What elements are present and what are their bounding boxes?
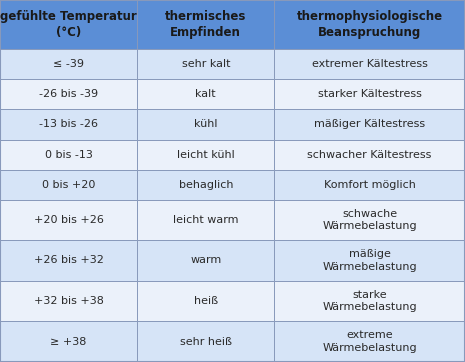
Text: 0 bis -13: 0 bis -13 [45, 150, 93, 160]
Bar [0, 169, 137, 199]
Bar [274, 50, 465, 80]
Bar [274, 0, 465, 50]
Text: mäßiger Kältestress: mäßiger Kältestress [314, 119, 425, 130]
Bar [274, 321, 465, 362]
Bar [0, 50, 137, 80]
Text: sehr kalt: sehr kalt [181, 59, 230, 70]
Bar [137, 240, 274, 281]
Text: leicht kühl: leicht kühl [177, 150, 235, 160]
Bar [0, 109, 137, 139]
Text: ≤ -39: ≤ -39 [53, 59, 84, 70]
Bar [0, 139, 137, 169]
Text: ≥ +38: ≥ +38 [50, 337, 87, 347]
Text: starke
Wärmebelastung: starke Wärmebelastung [322, 290, 417, 312]
Bar [137, 139, 274, 169]
Bar [274, 80, 465, 109]
Text: behaglich: behaglich [179, 180, 233, 190]
Bar [274, 139, 465, 169]
Bar [137, 169, 274, 199]
Bar [274, 240, 465, 281]
Text: kühl: kühl [194, 119, 218, 130]
Text: thermisches
Empfinden: thermisches Empfinden [165, 10, 246, 39]
Bar [274, 281, 465, 321]
Text: extremer Kältestress: extremer Kältestress [312, 59, 428, 70]
Bar [0, 240, 137, 281]
Text: -13 bis -26: -13 bis -26 [39, 119, 98, 130]
Text: kalt: kalt [195, 89, 216, 100]
Bar [0, 281, 137, 321]
Text: Komfort möglich: Komfort möglich [324, 180, 416, 190]
Text: starker Kältestress: starker Kältestress [318, 89, 422, 100]
Text: heiß: heiß [194, 296, 218, 306]
Bar [274, 169, 465, 199]
Bar [0, 321, 137, 362]
Bar [0, 0, 137, 50]
Bar [274, 109, 465, 139]
Bar [137, 50, 274, 80]
Text: thermophysiologische
Beanspruchung: thermophysiologische Beanspruchung [297, 10, 443, 39]
Text: +32 bis +38: +32 bis +38 [33, 296, 104, 306]
Text: schwacher Kältestress: schwacher Kältestress [307, 150, 432, 160]
Text: gefühlte Temperatur
(°C): gefühlte Temperatur (°C) [0, 10, 137, 39]
Bar [0, 199, 137, 240]
Bar [0, 80, 137, 109]
Text: -26 bis -39: -26 bis -39 [39, 89, 98, 100]
Bar [137, 0, 274, 50]
Text: warm: warm [190, 256, 221, 265]
Text: +20 bis +26: +20 bis +26 [33, 215, 104, 225]
Bar [137, 281, 274, 321]
Bar [137, 80, 274, 109]
Bar [137, 109, 274, 139]
Text: leicht warm: leicht warm [173, 215, 239, 225]
Bar [137, 321, 274, 362]
Text: 0 bis +20: 0 bis +20 [42, 180, 95, 190]
Text: mäßige
Wärmebelastung: mäßige Wärmebelastung [322, 249, 417, 272]
Text: extreme
Wärmebelastung: extreme Wärmebelastung [322, 331, 417, 353]
Text: +26 bis +32: +26 bis +32 [33, 256, 104, 265]
Bar [137, 199, 274, 240]
Text: schwache
Wärmebelastung: schwache Wärmebelastung [322, 209, 417, 231]
Bar [274, 199, 465, 240]
Text: sehr heiß: sehr heiß [180, 337, 232, 347]
